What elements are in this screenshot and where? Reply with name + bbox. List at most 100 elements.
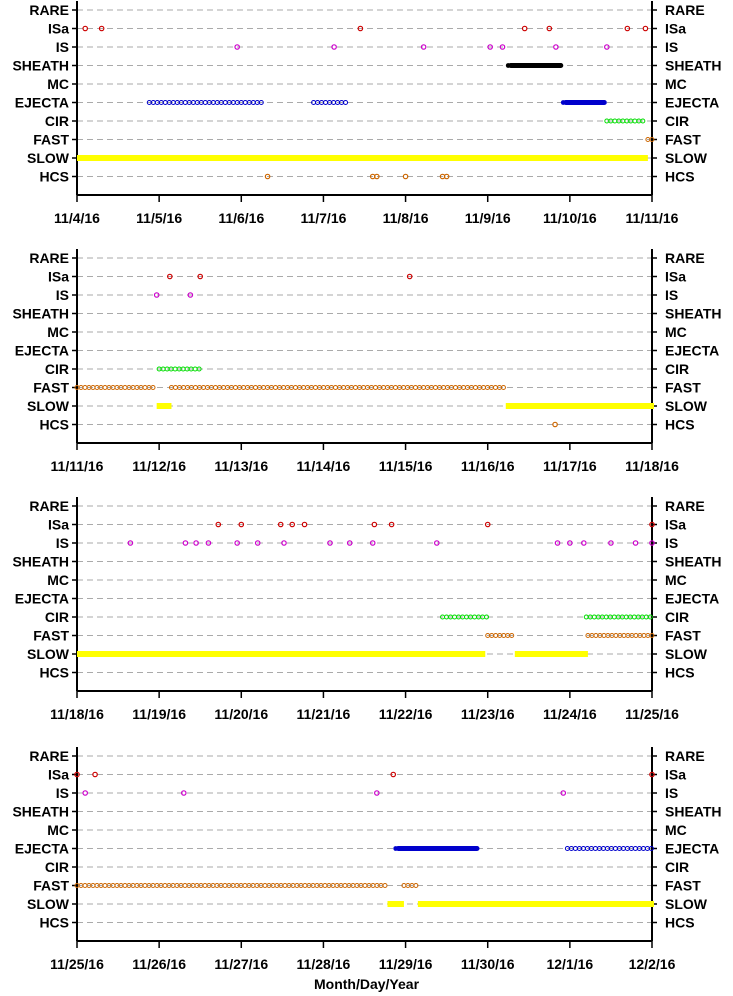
interval-ejecta-point: [469, 846, 475, 851]
event-point-is: [649, 540, 655, 546]
x-tick-label: 11/25/16: [625, 706, 679, 722]
interval-ejecta-point: [648, 846, 654, 851]
interval-fast-point: [162, 883, 168, 888]
interval-ejecta-point: [596, 100, 602, 105]
event-point-is: [567, 540, 573, 546]
category-label-left-fast: FAST: [33, 132, 69, 148]
x-tick-label: 11/26/16: [132, 956, 186, 972]
category-label-right-fast: FAST: [665, 878, 701, 894]
interval-cir-point: [647, 614, 653, 620]
interval-fast-point: [242, 883, 248, 888]
interval-ejecta-point: [576, 100, 582, 105]
event-point-is: [553, 44, 559, 50]
interval-ejecta-point: [632, 846, 638, 851]
interval-fast-point: [142, 883, 148, 888]
interval-cir-point: [472, 614, 478, 620]
interval-ejecta-point: [588, 100, 594, 105]
interval-fast-point: [312, 385, 318, 390]
interval-fast-point: [122, 883, 128, 888]
interval-ejecta-point: [413, 846, 419, 851]
interval-ejecta-point: [592, 846, 598, 851]
x-tick-label: 11/23/16: [461, 706, 515, 722]
event-point-isa: [406, 273, 413, 280]
event-point-is: [604, 44, 610, 50]
category-label-right-slow: SLOW: [665, 398, 708, 414]
category-label-left-isa: ISa: [48, 517, 69, 533]
interval-sheath-point: [549, 63, 555, 68]
category-label-right-mc: MC: [665, 572, 687, 588]
interval-sheath-point: [545, 63, 551, 68]
interval-slow-bar: [514, 651, 588, 657]
x-tick-label: 11/5/16: [136, 210, 182, 226]
event-point-is: [554, 540, 561, 546]
x-tick-label: 11/30/16: [461, 956, 515, 972]
interval-ejecta-point: [409, 846, 415, 851]
interval-sheath-point: [541, 63, 547, 68]
category-label-left-sheath: SHEATH: [12, 306, 69, 322]
event-point-isa: [82, 25, 89, 32]
interval-ejecta-point: [421, 846, 427, 851]
category-label-left-mc: MC: [47, 572, 69, 588]
x-tick-label: 11/11/16: [626, 210, 679, 226]
interval-ejecta-point: [445, 846, 451, 851]
category-label-right-fast: FAST: [665, 628, 701, 644]
interval-ejecta-point: [343, 100, 349, 105]
interval-ejecta-point: [465, 846, 471, 851]
interval-ejecta-point: [222, 100, 228, 105]
x-tick-label: 11/18/16: [50, 706, 104, 722]
interval-ejecta-point: [401, 846, 407, 851]
interval-ejecta-point: [397, 846, 403, 851]
category-label-left-fast: FAST: [33, 878, 69, 894]
interval-fast-point: [262, 883, 268, 888]
interval-fast-point: [192, 385, 198, 390]
interval-sheath-point: [533, 63, 539, 68]
category-label-right-cir: CIR: [665, 361, 689, 377]
event-point-isa: [649, 771, 655, 778]
interval-fast-point: [492, 385, 498, 390]
category-label-left-hcs: HCS: [39, 915, 69, 931]
category-label-left-ejecta: EJECTA: [15, 841, 69, 857]
category-label-left-cir: CIR: [45, 361, 69, 377]
event-point-hcs: [264, 173, 271, 180]
event-point-isa: [642, 25, 649, 32]
category-label-left-sheath: SHEATH: [12, 554, 69, 570]
interval-fast-point: [472, 385, 478, 390]
timeline-panel-2: RARE RARE ISa ISa IS IS SHEATH SHEATH MC MC EJECTA…: [12, 249, 722, 474]
interval-fast-point: [342, 883, 348, 888]
category-label-left-ejecta: EJECTA: [15, 591, 69, 607]
interval-slow-bar: [417, 901, 654, 907]
x-tick-label: 11/4/16: [54, 210, 100, 226]
category-label-right-ejecta: EJECTA: [665, 841, 719, 857]
interval-fast-point: [452, 385, 458, 390]
x-tick-label: 11/20/16: [214, 706, 268, 722]
category-label-right-ejecta: EJECTA: [665, 591, 719, 607]
event-point-is: [346, 540, 353, 546]
category-label-left-cir: CIR: [45, 859, 69, 875]
event-point-is: [499, 44, 506, 50]
interval-fast-point: [122, 385, 128, 390]
category-label-left-ejecta: EJECTA: [15, 95, 69, 111]
event-point-isa: [390, 771, 397, 778]
event-point-is: [180, 790, 187, 796]
category-label-right-cir: CIR: [665, 859, 689, 875]
interval-ejecta-point: [600, 100, 606, 105]
x-tick-label: 11/19/16: [132, 706, 186, 722]
interval-ejecta-point: [202, 100, 208, 105]
x-tick-label: 11/16/16: [461, 458, 515, 474]
category-label-right-isa: ISa: [665, 269, 686, 285]
category-label-right-isa: ISa: [665, 767, 686, 783]
interval-ejecta-point: [580, 100, 586, 105]
interval-cir-point: [484, 614, 490, 620]
event-point-isa: [388, 521, 395, 528]
event-point-is: [608, 540, 614, 546]
interval-ejecta-point: [457, 846, 463, 851]
event-point-hcs: [443, 173, 450, 180]
category-label-left-isa: ISa: [48, 767, 69, 783]
category-label-right-isa: ISa: [665, 517, 686, 533]
interval-fast-point: [382, 883, 388, 888]
timeline-panel-4: RARE RARE ISa ISa IS IS SHEATH SHEATH MC MC EJECTA…: [12, 747, 722, 972]
interval-ejecta-point: [441, 846, 447, 851]
event-point-is: [82, 790, 89, 796]
interval-fast-point: [282, 883, 288, 888]
